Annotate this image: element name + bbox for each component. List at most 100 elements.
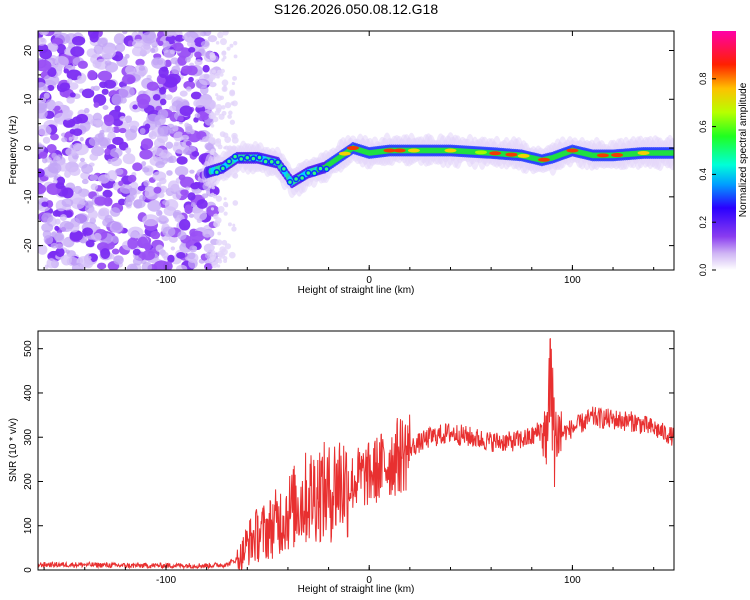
- spectrogram-speckle: [188, 46, 196, 53]
- spectrogram-speckle: [82, 227, 94, 236]
- spectrogram-y-tick-label: 20: [23, 45, 34, 57]
- spectrogram-speckle: [226, 46, 231, 51]
- spectrogram-x-tick-label: 0: [366, 275, 372, 286]
- spectrogram-speckle: [210, 148, 215, 154]
- spectrogram-speckle: [158, 66, 169, 78]
- spectrogram-speckle: [50, 133, 59, 141]
- spectrogram-speckle: [156, 209, 163, 217]
- spectrogram-speckle: [43, 235, 54, 245]
- spectrogram-speckle: [190, 91, 202, 100]
- spectrogram-speckle: [109, 207, 121, 217]
- spectrogram-speckle: [118, 180, 124, 187]
- colorbar-tick-label: 0.2: [698, 216, 708, 229]
- spectrogram-speckle: [178, 219, 191, 231]
- spectrogram-hotspot: [596, 153, 609, 158]
- spectrogram-speckle: [176, 264, 188, 270]
- spectrogram-speckle: [38, 244, 48, 255]
- spectrogram-hotspot: [517, 153, 530, 158]
- spectrogram-speckle: [125, 194, 135, 203]
- colorbar-gradient: [712, 31, 736, 270]
- spectrogram-speckle: [229, 119, 236, 125]
- spectrogram-speckle: [191, 150, 200, 157]
- spectrogram-speckle: [222, 201, 229, 208]
- spectrogram-speckle: [61, 187, 74, 199]
- spectrogram-speckle: [217, 31, 224, 39]
- spectrogram-speckle: [56, 43, 67, 55]
- spectrogram-speckle: [221, 239, 228, 246]
- spectrogram-speckle: [142, 167, 150, 173]
- spectrogram-speckle: [219, 38, 227, 46]
- spectrogram-speckle: [185, 56, 191, 63]
- spectrogram-speckle: [54, 105, 61, 111]
- spectrogram-speckle: [38, 124, 52, 136]
- spectrogram-speckle: [101, 88, 109, 95]
- spectrogram-speckle: [204, 142, 214, 151]
- spectrogram-speckle: [41, 201, 49, 207]
- spectrogram-speckle: [221, 105, 226, 110]
- spectrogram-speckle: [132, 256, 143, 266]
- spectrogram-speckle: [220, 248, 228, 256]
- spectrogram-speckle: [196, 199, 208, 209]
- spectrogram-speckle: [194, 113, 201, 119]
- spectrogram-speckle: [105, 61, 119, 73]
- spectrogram-speckle: [79, 137, 84, 142]
- spectrogram-speckle: [92, 112, 103, 122]
- spectrogram-speckle: [92, 85, 100, 91]
- spectrogram-speckle: [42, 166, 59, 178]
- spectrogram-speckle: [185, 86, 192, 92]
- spectrogram-ridge-blob: [304, 169, 312, 177]
- spectrogram-speckle: [91, 54, 98, 59]
- spectrogram-speckle: [127, 40, 134, 47]
- spectrogram-speckle: [127, 174, 137, 183]
- spectrogram-speckle: [141, 31, 157, 44]
- spectrogram-hotspot: [338, 151, 351, 156]
- spectrogram-speckle: [170, 57, 179, 65]
- spectrogram-speckle: [38, 37, 47, 46]
- spectrogram-speckle: [177, 115, 184, 122]
- spectrogram-ridge-core: [671, 149, 674, 156]
- spectrogram-speckle: [70, 46, 85, 57]
- snr-ylabel: SNR (10 * v/v): [8, 418, 19, 482]
- spectrogram-speckle: [209, 54, 217, 61]
- spectrogram-speckle: [54, 55, 69, 68]
- spectrogram-speckle: [103, 79, 117, 89]
- spectrogram-speckle: [64, 170, 71, 178]
- spectrogram-speckle: [210, 245, 215, 250]
- spectrogram-speckle: [51, 152, 58, 159]
- spectrogram-speckle: [157, 125, 169, 137]
- spectrogram-speckle: [222, 31, 229, 36]
- spectrogram-hotspot: [407, 148, 420, 153]
- spectrogram-speckle: [143, 242, 152, 250]
- spectrogram-speckle: [139, 149, 153, 160]
- spectrogram-speckle: [61, 239, 71, 247]
- spectrogram-speckle: [223, 211, 228, 216]
- colorbar: 0.0 0.2 0.4 0.6 0.8 Normalized spectral ampl…: [698, 31, 749, 276]
- spectrogram-speckle: [204, 263, 213, 270]
- spectrogram-speckle: [190, 182, 200, 190]
- snr-y-tick-label: 400: [23, 384, 34, 401]
- spectrogram-speckle: [79, 157, 85, 163]
- spectrogram-speckle: [231, 81, 236, 86]
- spectrogram-speckle: [55, 182, 65, 189]
- spectrogram-speckle: [102, 105, 109, 110]
- spectrogram-speckle: [212, 194, 218, 199]
- spectrogram-speckle: [193, 210, 208, 221]
- spectrogram-speckle: [71, 35, 86, 46]
- spectrogram-speckle: [64, 222, 74, 230]
- spectrogram-speckle: [150, 231, 161, 240]
- snr-y-tick-label: 0: [23, 567, 34, 573]
- spectrogram-speckle: [152, 57, 160, 66]
- spectrogram-speckle: [46, 200, 54, 209]
- spectrogram-y-tick-label: 0: [23, 145, 34, 151]
- spectrogram-speckle: [185, 65, 198, 76]
- spectrogram-ridge-blob: [317, 165, 324, 172]
- spectrogram-speckle: [215, 93, 219, 97]
- spectrogram-speckle: [227, 222, 232, 227]
- spectrogram-speckle: [232, 200, 239, 206]
- spectrogram-speckle: [173, 42, 184, 52]
- spectrogram-x-tick-label: -100: [156, 275, 176, 286]
- spectrogram-speckle: [118, 86, 135, 98]
- snr-frame: [37, 330, 675, 571]
- spectrogram-speckle: [229, 90, 236, 97]
- spectrogram-speckle: [164, 59, 172, 68]
